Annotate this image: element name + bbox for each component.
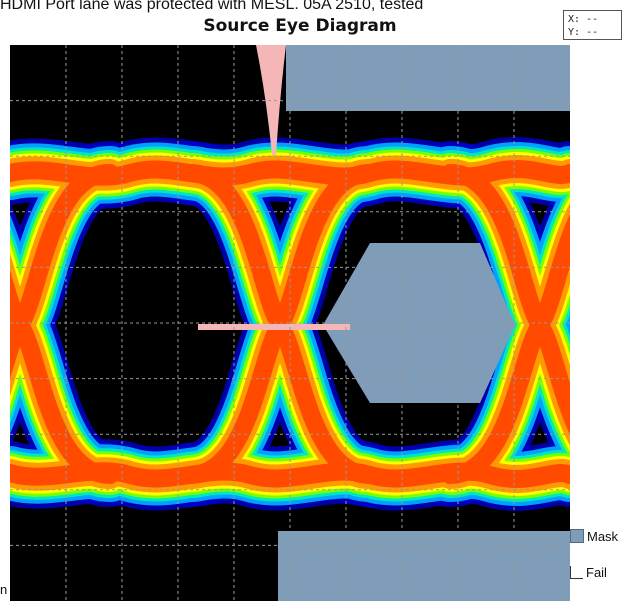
eye-diagram-plot[interactable] bbox=[10, 45, 570, 601]
readout-y-row: Y: -- bbox=[568, 26, 621, 39]
eye-density-traces bbox=[10, 137, 570, 511]
page-caption: HDMI Port lane was protected with MESL. … bbox=[0, 0, 424, 13]
fail-spike-marker bbox=[256, 45, 286, 155]
readout-x-label: X: bbox=[568, 14, 581, 25]
top-mask-region bbox=[286, 45, 570, 111]
mask-swatch-icon bbox=[570, 529, 584, 543]
legend-item-mask: Mask bbox=[570, 528, 618, 546]
chart-title: Source Eye Diagram bbox=[203, 16, 397, 36]
cursor-readout: X: -- Y: -- bbox=[563, 10, 622, 40]
legend-fail-label: Fail bbox=[586, 565, 607, 580]
legend-mask-label: Mask bbox=[587, 529, 619, 544]
fail-swatch-icon bbox=[570, 566, 583, 579]
fail-horizontal-marker bbox=[198, 324, 350, 330]
bottom-mask-region bbox=[278, 531, 570, 601]
legend-item-fail: Fail bbox=[570, 564, 607, 582]
readout-y-label: Y: bbox=[568, 27, 581, 38]
stray-text: n bbox=[0, 582, 8, 597]
readout-x-row: X: -- bbox=[568, 13, 621, 26]
readout-y-value: -- bbox=[586, 27, 599, 38]
readout-x-value: -- bbox=[586, 14, 599, 25]
eye-trace-layer bbox=[10, 164, 119, 379]
plot-grid bbox=[10, 45, 570, 601]
eye-trace-layer bbox=[441, 214, 570, 484]
eye-diagram-svg bbox=[10, 45, 570, 601]
